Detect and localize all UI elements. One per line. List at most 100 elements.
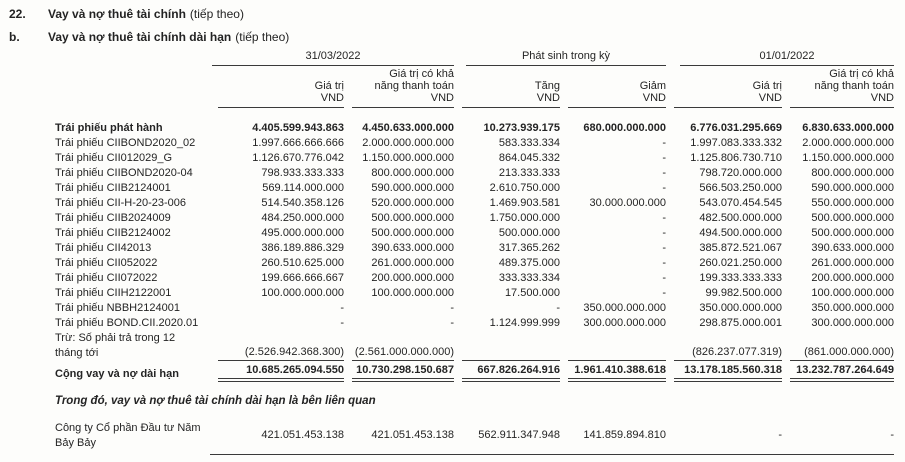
value-cell: 864.045.332 [498,152,560,164]
long-term-loans-table: 31/03/2022 Phát sinh trong kỳ 01/01/2022… [55,50,894,382]
value-cell: 421.051.453.138 [371,428,454,441]
related-party-table: Công ty Cổ phần Đầu tư Năm Bảy Bảy 421.05… [55,417,894,455]
row-label: Trái phiếu CIIB2124002 [55,227,171,239]
value-cell: - [340,317,344,329]
value-cell: 385.872.521.067 [699,242,782,254]
column-group-31-03-2022: 31/03/2022 [212,50,454,66]
row-label: Trái phiếu CII052022 [55,257,158,269]
value-cell: (2.526.942.368.300) [218,345,344,361]
value-cell: 99.982.500.000 [705,287,782,299]
value-cell: 386.189.886.329 [261,242,344,254]
column-group-movements: Phát sinh trong kỳ [466,50,666,66]
value-cell: 6.830.633.000.000 [802,122,894,134]
value-cell: 500.000.000 [498,227,560,239]
value-cell: 13.178.185.560.318 [674,361,782,382]
value-cell: 30.000.000.000 [589,197,666,209]
value-cell: 141.859.894.810 [583,428,666,441]
column-header-payable-2: Giá trị có khả năng thanh toán VND [790,66,894,108]
column-header-payable-1: Giá trị có khả năng thanh toán VND [352,66,454,108]
row-label: Trái phiếu CIIH2122001 [55,287,172,299]
column-header-value-2: Giá trị VND [674,78,782,108]
value-cell: 500.000.000.000 [371,212,454,224]
value-cell: - [556,302,560,314]
value-cell: 1.150.000.000.000 [362,152,454,164]
value-cell: 421.051.453.138 [261,428,344,441]
value-cell: 590.000.000.000 [811,182,894,194]
value-cell: 562.911.347.948 [478,428,560,441]
row-label: Trái phiếu CII012029_G [55,152,172,164]
value-cell: 199.666.666.667 [261,272,344,284]
value-cell: 100.000.000.000 [811,287,894,299]
value-cell: 667.826.264.916 [462,361,560,382]
row-label: Trái phiếu CIIB2124001 [55,182,171,194]
value-cell: 1.997.666.666.666 [252,137,344,149]
value-cell: 550.000.000.000 [811,197,894,209]
subsection-title: Vay và nợ thuê tài chính dài hạn (tiếp th… [48,30,290,44]
value-cell: - [450,302,454,314]
row-label: Trái phiếu CIIB2024009 [55,212,171,224]
value-cell: 300.000.000.000 [583,317,666,329]
value-cell: - [662,242,666,254]
value-cell: 800.000.000.000 [371,167,454,179]
value-cell: - [662,272,666,284]
value-cell: 1.997.083.333.332 [690,137,782,149]
value-cell: 10.273.939.175 [483,122,560,134]
value-cell: 583.333.334 [498,137,560,149]
section-title: Vay và nợ thuê tài chính (tiếp theo) [48,7,244,21]
value-cell: - [662,182,666,194]
value-cell: 569.114.000.000 [262,182,344,194]
value-cell: 390.633.000.000 [811,242,894,254]
value-cell [568,346,666,361]
value-cell [462,346,560,361]
value-cell: 200.000.000.000 [371,272,454,284]
value-cell: 350.000.000.000 [583,302,666,314]
value-cell: - [662,212,666,224]
value-cell: 494.500.000.000 [699,227,782,239]
row-label: Trái phiếu phát hành [55,122,163,134]
value-cell: 1.126.670.776.042 [252,152,344,164]
value-cell: 6.776.031.295.669 [690,122,782,134]
value-cell: 17.500.000 [504,287,560,299]
subsection-letter: b. [9,30,20,44]
bond-row: Trái phiếu CIIB2124002 495.000.000.000 5… [55,226,894,241]
value-cell: 500.000.000.000 [811,227,894,239]
value-cell: 100.000.000.000 [371,287,454,299]
bond-row: Trái phiếu CIIH2122001 100.000.000.000 1… [55,286,894,301]
value-cell: 261.000.000.000 [371,257,454,269]
value-cell: 543.070.454.545 [699,197,782,209]
bond-row: Trái phiếu CII052022 260.510.625.000 261… [55,256,894,271]
value-cell: (2.561.000.000.000) [352,345,454,361]
value-cell: 200.000.000.000 [811,272,894,284]
deduction-row: Trừ: Số phải trả trong 12 tháng tới (2.52… [55,331,894,361]
value-cell: 390.633.000.000 [371,242,454,254]
row-label: Trái phiếu CII072022 [55,272,158,284]
value-cell: 4.405.599.943.863 [252,122,344,134]
value-cell: - [340,302,344,314]
subsection-heading: b. Vay và nợ thuê tài chính dài hạn (tiếp… [0,21,905,44]
related-party-note: Trong đó, vay và nợ thuê tài chính dài h… [55,395,376,407]
value-cell: 1.124.999.999 [489,317,560,329]
bond-row: Trái phiếu CIIB2124001 569.114.000.000 5… [55,181,894,196]
bond-row: Trái phiếu NBBH2124001 - - - 350.000.000… [55,301,894,316]
row-label: Trái phiếu CII-H-20-23-006 [55,197,187,209]
value-cell: 2.000.000.000.000 [802,137,894,149]
value-cell: - [662,137,666,149]
value-cell: 1.125.806.730.710 [690,152,782,164]
value-cell: (826.237.077.319) [674,345,782,361]
value-cell: 2.610.750.000 [489,182,560,194]
bond-row: Trái phiếu CIIBOND2020-04 798.933.333.33… [55,166,894,181]
value-cell: 1.469.903.581 [489,197,560,209]
value-cell: 260.021.250.000 [699,257,782,269]
value-cell: 800.000.000.000 [811,167,894,179]
value-cell: 1.150.000.000.000 [802,152,894,164]
row-label: Công ty Cổ phần Đầu tư Năm Bảy Bảy [55,421,201,449]
value-cell: - [662,152,666,164]
value-cell: 798.933.333.333 [261,167,344,179]
value-cell: 798.720.000.000 [699,167,782,179]
bond-row: Trái phiếu CII-H-20-23-006 514.540.358.1… [55,196,894,211]
column-header-increase: Tăng VND [462,78,560,108]
value-cell: 13.232.787.264.649 [790,361,894,382]
value-cell: 1.750.000.000 [489,212,560,224]
value-cell: 199.333.333.333 [699,272,782,284]
value-cell: 2.000.000.000.000 [362,137,454,149]
